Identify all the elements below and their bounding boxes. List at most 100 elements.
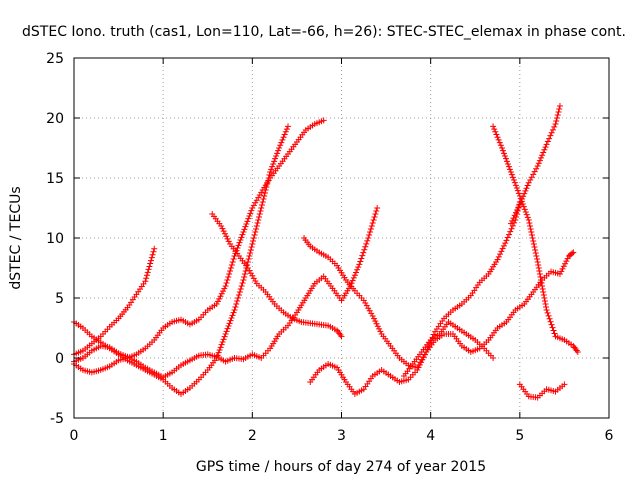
data-point: [499, 147, 506, 154]
data-point: [359, 252, 366, 259]
data-point: [556, 106, 563, 112]
data-point: [499, 145, 505, 151]
data-point: [281, 131, 288, 138]
y-tick-label: 25: [46, 51, 64, 67]
x-tick-label: 2: [248, 428, 257, 444]
data-point: [149, 251, 156, 258]
data-point: [236, 239, 243, 246]
data-point: [234, 245, 241, 251]
data-point: [534, 163, 541, 169]
data-point: [420, 354, 427, 361]
data-point: [536, 268, 543, 274]
data-point: [418, 359, 425, 366]
data-point: [554, 112, 561, 118]
series-9: [516, 381, 568, 401]
data-point: [369, 313, 376, 319]
data-point: [373, 320, 380, 327]
data-point: [227, 317, 234, 324]
y-axis-tick-labels: -5 0 5 10 15 20 25: [46, 51, 64, 427]
data-point: [258, 205, 265, 211]
data-point: [230, 309, 237, 316]
data-point: [218, 223, 225, 229]
data-point: [522, 209, 529, 215]
data-point: [560, 263, 567, 270]
data-point: [551, 123, 558, 130]
y-tick-label: 0: [55, 351, 64, 367]
data-point: [524, 214, 531, 221]
data-point: [220, 228, 227, 235]
data-point: [499, 245, 506, 252]
data-point: [362, 300, 369, 306]
data-point: [145, 266, 152, 273]
data-point: [372, 318, 379, 325]
data-point: [513, 185, 520, 191]
data-point: [224, 325, 231, 332]
x-tick-label: 5: [515, 428, 524, 444]
data-point: [574, 349, 581, 355]
data-point: [259, 199, 266, 205]
data-point: [220, 288, 227, 295]
series-8: [307, 249, 577, 397]
data-point: [506, 166, 513, 173]
data-point: [222, 283, 229, 289]
data-point: [252, 199, 259, 206]
data-point: [247, 247, 254, 253]
data-point: [528, 229, 535, 235]
data-point: [256, 214, 263, 220]
data-point: [543, 307, 550, 313]
data-point: [216, 347, 223, 353]
data-point: [559, 265, 566, 272]
data-point: [529, 235, 536, 241]
axis-ticks: [73, 57, 610, 419]
data-point: [539, 283, 546, 289]
data-point: [142, 278, 149, 285]
data-point: [217, 293, 224, 300]
data-point: [520, 193, 527, 200]
data-point: [497, 251, 504, 258]
data-point: [530, 241, 537, 247]
data-point: [530, 238, 537, 244]
data-point: [416, 361, 423, 368]
data-point: [280, 134, 287, 141]
data-point: [222, 331, 229, 337]
y-tick-label: 5: [55, 291, 64, 307]
data-point: [549, 324, 556, 331]
data-point: [150, 248, 157, 255]
data-point: [366, 307, 373, 314]
data-point: [267, 169, 274, 175]
data-point: [241, 274, 248, 280]
data-point: [219, 339, 226, 345]
data-point: [224, 235, 231, 242]
data-point: [214, 352, 221, 359]
data-point: [279, 136, 286, 143]
data-point: [370, 315, 377, 322]
data-point: [547, 132, 554, 139]
data-point: [214, 298, 221, 305]
data-point: [146, 263, 153, 270]
data-point: [556, 103, 563, 109]
data-point: [241, 226, 248, 233]
data-point: [533, 165, 540, 172]
data-point: [538, 280, 545, 286]
series-4: [209, 211, 345, 340]
data-point: [257, 208, 264, 214]
data-point: [252, 229, 259, 235]
data-point: [233, 301, 240, 307]
data-point: [242, 223, 249, 230]
y-tick-label: 15: [46, 171, 64, 187]
data-point: [525, 179, 532, 186]
series-6: [490, 123, 581, 355]
data-point: [532, 247, 539, 253]
data-point: [531, 244, 538, 250]
data-point: [282, 128, 289, 135]
data-point: [250, 235, 257, 241]
data-point: [320, 117, 327, 124]
data-point: [539, 152, 546, 159]
data-point: [151, 245, 158, 252]
data-point: [502, 240, 509, 247]
data-point: [235, 292, 242, 298]
data-point: [248, 207, 255, 214]
data-point: [517, 198, 524, 205]
data-point: [367, 226, 374, 232]
